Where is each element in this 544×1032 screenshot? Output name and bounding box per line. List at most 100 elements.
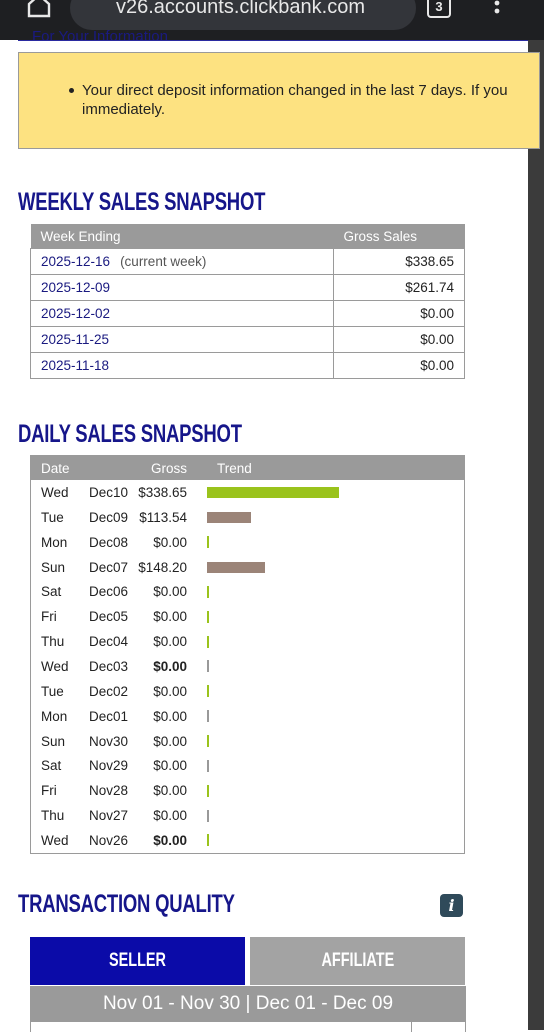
trend-cell bbox=[207, 654, 465, 679]
seller-tab[interactable]: SELLER bbox=[30, 937, 245, 985]
trend-cell bbox=[207, 480, 465, 505]
date: Dec05 bbox=[89, 609, 129, 625]
gross-cell: $113.54 bbox=[139, 509, 187, 525]
bullet bbox=[69, 88, 74, 93]
column-header: Week Ending bbox=[30, 224, 334, 249]
week-link[interactable]: 2025-11-18 bbox=[41, 358, 110, 373]
table-row: Fri Nov28 $0.00 bbox=[31, 778, 465, 803]
date: Dec02 bbox=[89, 683, 129, 699]
gross-cell: $0.00 bbox=[153, 708, 187, 724]
table-edge bbox=[411, 1022, 412, 1032]
day: Sat bbox=[41, 584, 62, 600]
table-row: Mon Dec01 $0.00 bbox=[31, 704, 465, 729]
trend-bar bbox=[207, 561, 265, 573]
week-link[interactable]: 2025-12-16 bbox=[41, 254, 111, 269]
day: Sun bbox=[41, 559, 66, 575]
week-link[interactable]: 2025-12-02 bbox=[41, 306, 111, 321]
date-cell: Thu Dec04 bbox=[31, 629, 138, 654]
gross-cell: $0.00 bbox=[153, 658, 187, 674]
gross-cell: $0.00 bbox=[153, 609, 187, 625]
table-row: Mon Dec08 $0.00 bbox=[31, 530, 465, 555]
day: Fri bbox=[41, 783, 57, 799]
gross-cell: $0.00 bbox=[153, 832, 187, 848]
date-cell: Wed Dec10 bbox=[31, 480, 138, 505]
day: Sun bbox=[41, 733, 66, 749]
trend-cell bbox=[207, 778, 465, 803]
trend-bar bbox=[207, 536, 209, 549]
column-header: Gross Sales bbox=[333, 224, 465, 249]
date-cell: Sat Nov29 bbox=[31, 753, 138, 778]
date: Nov30 bbox=[89, 733, 129, 749]
table-row: 2025-12-09 $261.74 bbox=[30, 274, 465, 301]
trend-cell bbox=[207, 579, 465, 604]
trend-bar bbox=[207, 735, 209, 748]
week-cell: 2025-11-18 bbox=[30, 352, 334, 379]
date-cell: Mon Dec08 bbox=[31, 530, 138, 555]
gross-cell: $0.00 bbox=[333, 326, 465, 353]
url-text: v26.accounts.clickbank.com bbox=[116, 0, 366, 18]
tab-count[interactable]: 3 bbox=[427, 0, 451, 18]
gross-cell: $338.65 bbox=[333, 248, 465, 275]
day: Thu bbox=[41, 808, 65, 824]
day: Fri bbox=[41, 609, 57, 625]
trend-cell bbox=[207, 803, 465, 828]
date-cell: Thu Nov27 bbox=[31, 803, 138, 828]
trend-cell bbox=[207, 753, 465, 778]
table-edge bbox=[30, 1022, 466, 1032]
trend-bar bbox=[207, 834, 209, 847]
week-link[interactable]: 2025-12-09 bbox=[41, 280, 111, 295]
tab-label: SELLER bbox=[109, 950, 166, 971]
day: Wed bbox=[41, 832, 69, 848]
trend-bar bbox=[207, 710, 209, 723]
trend-bar bbox=[207, 685, 209, 698]
day: Sat bbox=[41, 758, 62, 774]
trend-cell bbox=[207, 555, 465, 580]
trend-cell bbox=[207, 828, 465, 853]
trend-cell bbox=[207, 629, 465, 654]
trend-bar bbox=[207, 610, 209, 623]
gross-cell: $0.00 bbox=[153, 758, 187, 774]
gross-cell: $0.00 bbox=[153, 808, 187, 824]
table-row: Sun Dec07 $148.20 bbox=[31, 555, 465, 580]
date: Dec08 bbox=[89, 534, 129, 550]
table-row: Sun Nov30 $0.00 bbox=[31, 729, 465, 754]
section-title: TRANSACTION QUALITY bbox=[18, 890, 235, 918]
table-row: Wed Dec03 $0.00 bbox=[31, 654, 465, 679]
browser-bar: v26.accounts.clickbank.com 3 bbox=[0, 0, 544, 40]
url-field[interactable]: v26.accounts.clickbank.com bbox=[70, 0, 416, 30]
table-row: 2025-12-16 (current week) $338.65 bbox=[30, 248, 465, 275]
trend-cell bbox=[207, 505, 465, 530]
notice-heading: For Your Information bbox=[32, 28, 168, 45]
trend-bar bbox=[207, 784, 209, 797]
table-row: Fri Dec05 $0.00 bbox=[31, 604, 465, 629]
gross-cell: $261.74 bbox=[333, 274, 465, 301]
gross-cell: $148.20 bbox=[138, 559, 187, 575]
period-bar: Nov 01 - Nov 30 | Dec 01 - Dec 09 bbox=[30, 986, 466, 1022]
notice-message: immediately. bbox=[82, 101, 166, 118]
info-icon[interactable]: i bbox=[440, 894, 463, 917]
trend-bar bbox=[207, 759, 209, 772]
home-icon[interactable] bbox=[26, 0, 52, 18]
date-cell: Sat Dec06 bbox=[31, 579, 138, 604]
date: Dec06 bbox=[89, 584, 129, 600]
date-cell: Mon Dec01 bbox=[31, 704, 138, 729]
day: Mon bbox=[41, 534, 68, 550]
week-note: (current week) bbox=[120, 254, 207, 269]
table-row: 2025-11-18 $0.00 bbox=[30, 352, 465, 379]
date-cell: Wed Dec03 bbox=[31, 654, 138, 679]
week-link[interactable]: 2025-11-25 bbox=[41, 332, 110, 347]
tab-label: AFFILIATE bbox=[321, 950, 394, 971]
gross-cell: $0.00 bbox=[153, 584, 187, 600]
affiliate-tab[interactable]: AFFILIATE bbox=[250, 937, 465, 985]
gross-cell: $0.00 bbox=[153, 683, 187, 699]
trend-bar bbox=[207, 585, 209, 598]
column-header: Gross bbox=[137, 455, 207, 480]
table-row: 2025-11-25 $0.00 bbox=[30, 326, 465, 353]
menu-icon[interactable] bbox=[492, 0, 502, 16]
day: Wed bbox=[41, 658, 69, 674]
date: Nov28 bbox=[89, 783, 129, 799]
scroll-edge bbox=[528, 40, 544, 1030]
date-cell: Wed Nov26 bbox=[31, 828, 138, 853]
gross-cell: $0.00 bbox=[153, 534, 187, 550]
